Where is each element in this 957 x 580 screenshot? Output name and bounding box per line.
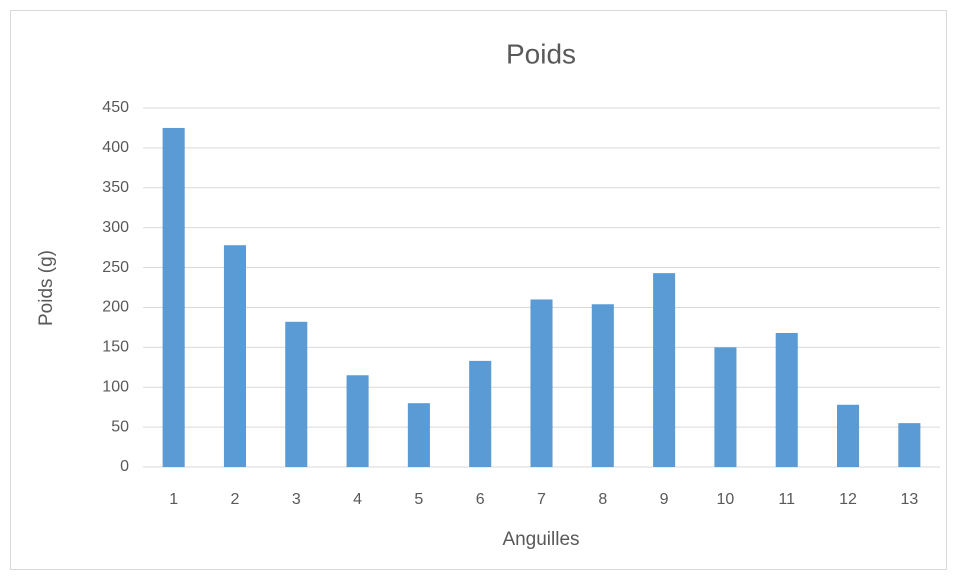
x-tick-label: 12	[839, 491, 857, 508]
x-tick-label: 7	[537, 491, 546, 508]
bar	[285, 321, 308, 467]
bar	[837, 404, 860, 467]
x-axis-label: Anguilles	[502, 529, 579, 550]
y-tick-label: 150	[102, 339, 129, 356]
y-tick-label: 300	[102, 219, 129, 236]
bar	[407, 403, 430, 467]
x-tick-label: 1	[169, 491, 178, 508]
bar	[591, 304, 614, 467]
bar	[775, 332, 798, 467]
y-tick-label: 50	[111, 418, 129, 435]
bar	[223, 245, 246, 467]
x-tick-label: 13	[900, 491, 918, 508]
bar	[469, 360, 492, 467]
x-tick-label: 3	[292, 491, 301, 508]
y-tick-label: 250	[102, 259, 129, 276]
x-tick-label: 8	[598, 491, 607, 508]
y-tick-label: 350	[102, 179, 129, 196]
x-tick-label: 10	[717, 491, 735, 508]
y-tick-label: 200	[102, 299, 129, 316]
x-tick-label: 11	[778, 491, 795, 508]
bar	[162, 127, 185, 467]
bar	[898, 423, 921, 467]
x-tick-label: 4	[353, 491, 362, 508]
bar	[346, 375, 369, 467]
y-tick-label: 0	[120, 458, 129, 475]
x-tick-label: 2	[231, 491, 240, 508]
x-tick-label: 9	[660, 491, 669, 508]
chart-title: Poids	[506, 38, 576, 69]
bar	[653, 273, 676, 467]
x-tick-label: 5	[414, 491, 423, 508]
y-tick-label: 100	[102, 378, 129, 395]
x-tick-label: 6	[476, 491, 485, 508]
y-axis-label: Poids (g)	[36, 250, 57, 326]
bar	[530, 299, 553, 467]
y-tick-label: 450	[102, 99, 129, 116]
chart-frame	[10, 10, 947, 570]
bar	[714, 347, 737, 467]
y-tick-label: 400	[102, 139, 129, 156]
